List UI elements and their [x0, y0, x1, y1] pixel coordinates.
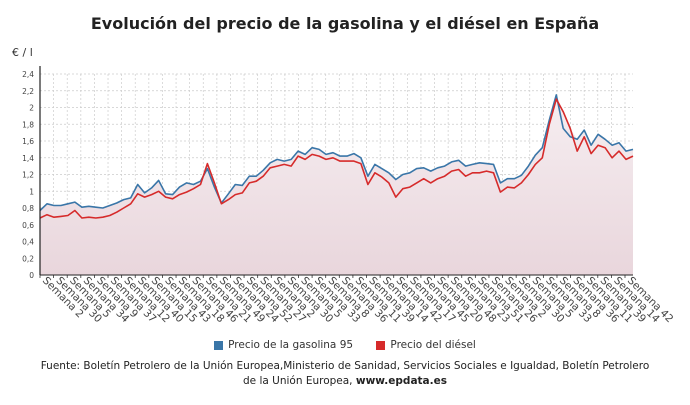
legend-swatch	[214, 340, 224, 350]
source-note: Fuente: Boletín Petrolero de la Unión Eu…	[40, 359, 650, 389]
source-text: Fuente: Boletín Petrolero de la Unión Eu…	[40, 360, 650, 387]
legend-item-diesel[interactable]: Precio del diésel	[376, 339, 476, 351]
legend-label: Precio del diésel	[390, 339, 476, 351]
area-fill	[40, 94, 633, 276]
y-tick-label: 0,8	[22, 204, 34, 213]
source-link[interactable]: www.epdata.es	[355, 375, 447, 387]
y-tick-label: 2,4	[22, 70, 34, 79]
y-tick-label: 0,6	[22, 221, 34, 230]
chart-title: Evolución del precio de la gasolina y el…	[90, 14, 600, 33]
y-tick-label: 0	[29, 271, 34, 280]
plot-area: 00,20,40,60,811,21,41,61,822,22,4Semana …	[22, 66, 675, 325]
legend: Precio de la gasolina 95 Precio del diés…	[0, 339, 690, 353]
y-tick-label: 2	[29, 104, 34, 113]
legend-label: Precio de la gasolina 95	[228, 339, 354, 351]
y-tick-label: 1,6	[22, 137, 34, 146]
y-tick-label: 2,2	[22, 87, 34, 96]
y-tick-label: 1	[29, 187, 34, 196]
y-tick-label: 1,8	[22, 120, 34, 129]
y-tick-label: 1,2	[22, 171, 34, 180]
legend-swatch	[376, 340, 386, 350]
y-tick-label: 1,4	[22, 154, 34, 163]
legend-item-gasoline[interactable]: Precio de la gasolina 95	[214, 339, 353, 351]
diesel-line	[39, 98, 634, 219]
y-axis-label: € / l	[12, 46, 33, 59]
gasoline-line	[39, 94, 634, 212]
y-tick-label: 0,2	[22, 254, 34, 263]
y-tick-label: 0,4	[22, 238, 34, 247]
